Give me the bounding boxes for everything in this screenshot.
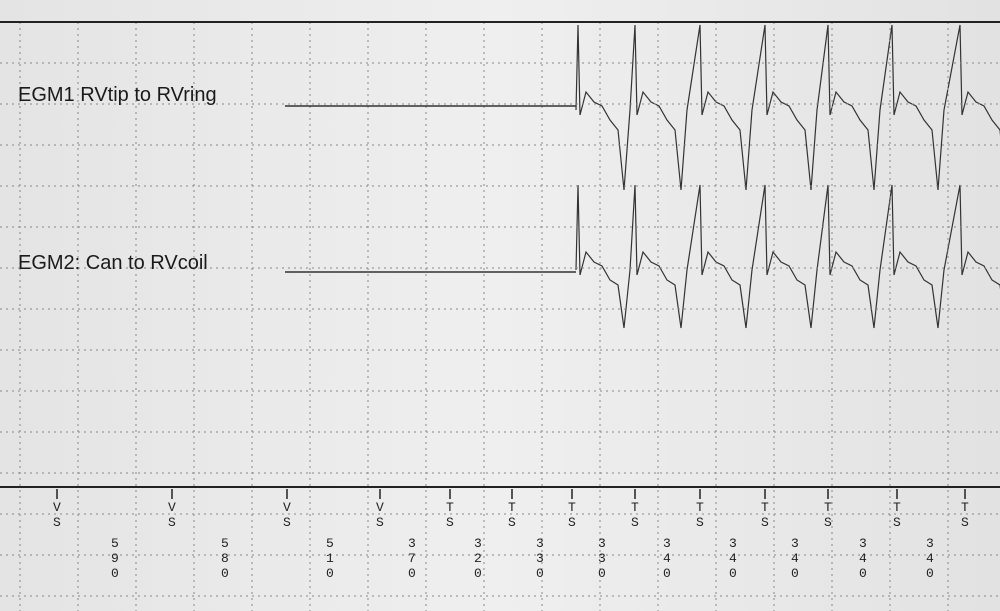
event-marker: TS (696, 500, 704, 530)
interval-label: 340 (663, 536, 671, 581)
interval-label: 320 (474, 536, 482, 581)
interval-label: 340 (926, 536, 934, 581)
channel-label: EGM1 RVtip to RVring (18, 84, 217, 106)
event-marker: VS (53, 500, 61, 530)
interval-label: 590 (111, 536, 119, 581)
event-marker: TS (446, 500, 454, 530)
event-marker: TS (893, 500, 901, 530)
event-marker: VS (283, 500, 291, 530)
event-marker: TS (824, 500, 832, 530)
egm1-waveform (575, 24, 1000, 191)
interval-label: 340 (859, 536, 867, 581)
event-marker: TS (508, 500, 516, 530)
interval-label: 340 (791, 536, 799, 581)
event-marker: TS (631, 500, 639, 530)
event-marker: TS (568, 500, 576, 530)
interval-label: 580 (221, 536, 229, 581)
interval-label: 340 (729, 536, 737, 581)
interval-label: 510 (326, 536, 334, 581)
event-marker: TS (961, 500, 969, 530)
egm2-waveform (575, 184, 1000, 329)
interval-label: 330 (598, 536, 606, 581)
channel-label: EGM2: Can to RVcoil (18, 252, 208, 274)
event-marker: VS (168, 500, 176, 530)
event-marker: TS (761, 500, 769, 530)
event-marker: VS (376, 500, 384, 530)
interval-label: 370 (408, 536, 416, 581)
interval-label: 330 (536, 536, 544, 581)
